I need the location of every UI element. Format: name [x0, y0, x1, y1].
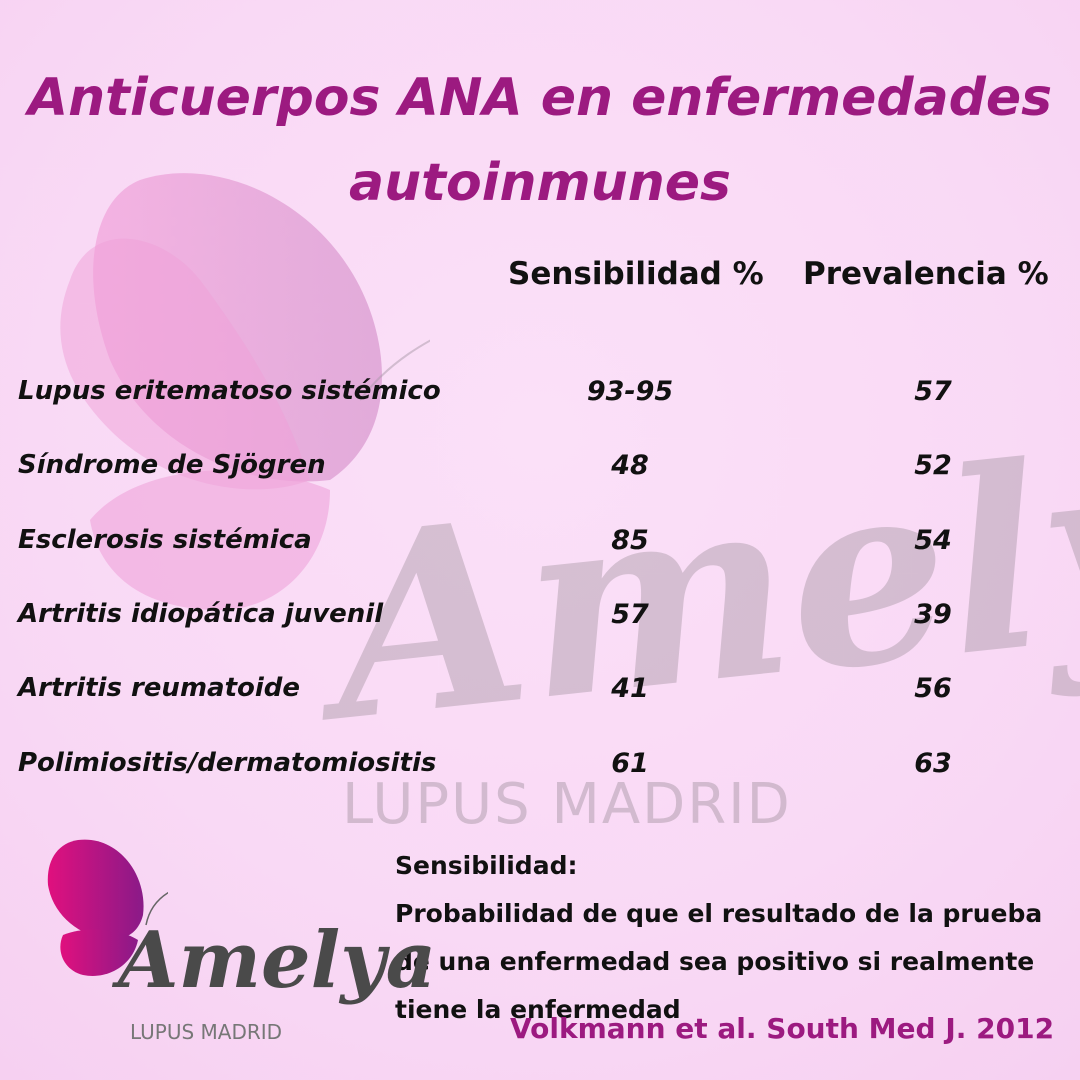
sensitivity-value: 93-95: [586, 376, 674, 407]
definition-line: tiene la enfermedad: [395, 995, 681, 1024]
logo-butterfly-icon: [47, 839, 168, 976]
disease-name: Síndrome de Sjögren: [18, 450, 326, 480]
prevalence-value: 56: [914, 673, 952, 704]
disease-name: Artritis idiopática juvenil: [18, 599, 384, 629]
definition-line: Probabilidad de que el resultado de la p…: [395, 899, 1043, 928]
watermark-text: Amelya: [317, 377, 1080, 777]
disease-name: Artritis reumatoide: [18, 673, 301, 703]
citation: Volkmann et al. South Med J. 2012: [510, 1012, 1055, 1045]
watermark-subtitle: LUPUS MADRID: [342, 772, 792, 837]
table-row: Lupus eritematoso sistémico 93-95 57: [0, 376, 1080, 416]
table-row: Artritis reumatoide 41 56: [0, 673, 1080, 713]
page-title-line1: Anticuerpos ANA en enfermedades: [27, 68, 1053, 128]
column-header-sensitivity: Sensibilidad %: [508, 256, 764, 292]
sensitivity-value: 85: [611, 525, 649, 556]
table-row: Artritis idiopática juvenil 57 39: [0, 599, 1080, 639]
column-header-prevalence: Prevalencia %: [803, 256, 1049, 292]
disease-name: Polimiositis/dermatomiositis: [18, 748, 437, 778]
prevalence-value: 63: [914, 748, 952, 779]
definition-heading: Sensibilidad:: [395, 851, 578, 880]
disease-name: Lupus eritematoso sistémico: [18, 376, 441, 406]
sensitivity-value: 41: [611, 673, 649, 704]
watermark-butterfly-icon: [60, 173, 430, 610]
table-row: Síndrome de Sjögren 48 52: [0, 450, 1080, 490]
sensitivity-value: 57: [611, 599, 649, 630]
disease-name: Esclerosis sistémica: [18, 525, 312, 555]
prevalence-value: 39: [914, 599, 952, 630]
prevalence-value: 52: [914, 450, 952, 481]
logo-subtitle: LUPUS MADRID: [130, 1020, 283, 1044]
table-row: Polimiositis/dermatomiositis 61 63: [0, 748, 1080, 788]
page-title-line2: autoinmunes: [349, 153, 731, 213]
definition-block: Sensibilidad: Probabilidad de que el res…: [395, 842, 1042, 1034]
table-row: Esclerosis sistémica 85 54: [0, 525, 1080, 565]
logo-text: Amelya: [118, 915, 437, 1006]
sensitivity-value: 61: [611, 748, 649, 779]
prevalence-value: 57: [914, 376, 952, 407]
sensitivity-value: 48: [611, 450, 649, 481]
definition-line: de una enfermedad sea positivo si realme…: [395, 947, 1035, 976]
prevalence-value: 54: [914, 525, 952, 556]
